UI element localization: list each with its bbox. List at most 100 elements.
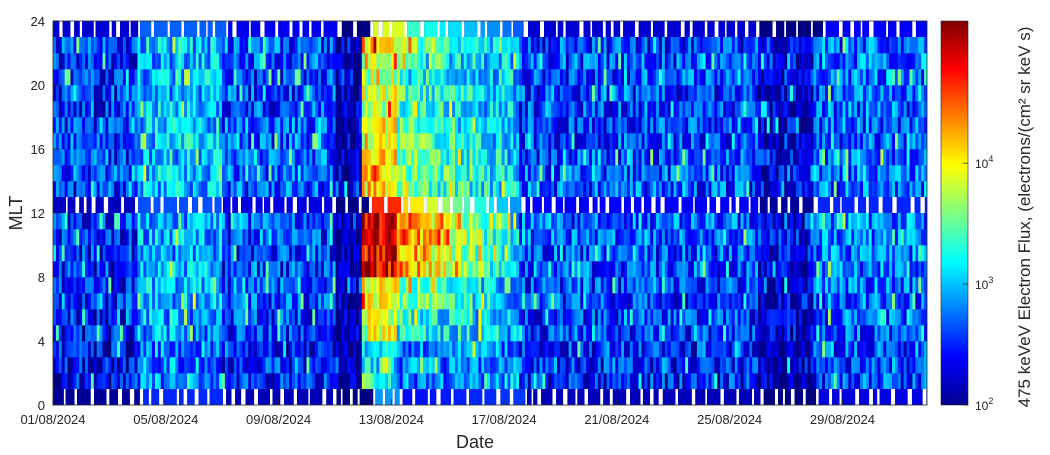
heatmap-cell (609, 101, 613, 118)
heatmap-cell (661, 37, 666, 54)
heatmap-cell (376, 117, 380, 134)
heatmap-cell (414, 293, 418, 310)
heatmap-cell (583, 133, 587, 150)
heatmap-cell (265, 117, 269, 134)
heatmap-cell (70, 229, 74, 246)
heatmap-cell (291, 309, 296, 326)
heatmap-cell (411, 309, 415, 326)
heatmap-cell (379, 213, 383, 230)
heatmap-cell (87, 133, 92, 150)
heatmap-cell (495, 149, 500, 166)
heatmap-cell (425, 69, 430, 86)
heatmap-cell (743, 373, 747, 390)
heatmap-cell (388, 277, 392, 294)
heatmap-cell (169, 277, 173, 294)
heatmap-cell (373, 181, 377, 198)
heatmap-cell (463, 325, 467, 342)
heatmap-cell (329, 213, 333, 230)
heatmap-cell (647, 357, 651, 374)
heatmap-cell (390, 325, 395, 342)
heatmap-cell (408, 373, 412, 390)
heatmap-cell (574, 293, 578, 310)
heatmap-cell (248, 133, 252, 150)
heatmap-cell (661, 357, 666, 374)
heatmap-cell (248, 37, 252, 54)
heatmap-cell (524, 213, 529, 230)
heatmap-cell (271, 149, 275, 166)
heatmap-cell (472, 261, 476, 278)
heatmap-cell (219, 357, 223, 374)
heatmap-cell (527, 357, 532, 374)
heatmap-cell (740, 293, 744, 310)
heatmap-cell (280, 309, 284, 326)
heatmap-cell (524, 101, 529, 118)
heatmap-cell (702, 165, 706, 182)
heatmap-cell (184, 357, 188, 374)
heatmap-cell (705, 261, 709, 278)
heatmap-cell (303, 181, 307, 198)
heatmap-cell (519, 277, 523, 294)
heatmap-cell (708, 261, 712, 278)
heatmap-cell (626, 309, 631, 326)
heatmap-cell (478, 165, 482, 182)
heatmap-cell (422, 149, 427, 166)
heatmap-cell (268, 85, 272, 102)
heatmap-cell (635, 69, 639, 86)
heatmap-cell (344, 277, 348, 294)
heatmap-cell (469, 293, 473, 310)
heatmap-cell (589, 133, 593, 150)
heatmap-cell (632, 101, 636, 118)
heatmap-cell (475, 181, 479, 198)
heatmap-cell (245, 357, 249, 374)
heatmap-cell (160, 261, 164, 278)
heatmap-cell (326, 37, 331, 54)
heatmap-cell (312, 341, 316, 358)
heatmap-cell (723, 53, 727, 70)
heatmap-cell (373, 149, 377, 166)
heatmap-cell (425, 373, 430, 390)
heatmap-cell (734, 341, 738, 358)
heatmap-cell (353, 165, 357, 182)
heatmap-cell (216, 165, 220, 182)
heatmap-cell (542, 181, 546, 198)
heatmap-cell (321, 53, 325, 70)
heatmap-cell (390, 53, 395, 70)
heatmap-cell (647, 37, 651, 54)
heatmap-cell (425, 117, 430, 134)
heatmap-cell (239, 133, 243, 150)
heatmap-cell (350, 149, 354, 166)
heatmap-cell (460, 341, 465, 358)
heatmap-cell (99, 85, 103, 102)
heatmap-cell (134, 309, 138, 326)
heatmap-cell (239, 341, 243, 358)
heatmap-cell (676, 117, 680, 134)
heatmap-cell (294, 293, 299, 310)
heatmap-cell (466, 293, 470, 310)
heatmap-cell (329, 261, 333, 278)
heatmap-cell (510, 245, 514, 262)
heatmap-cell (184, 213, 188, 230)
heatmap-cell (460, 53, 465, 70)
heatmap-cell (146, 261, 150, 278)
heatmap-cell (221, 325, 226, 342)
heatmap-cell (545, 357, 549, 374)
heatmap-cell (259, 69, 264, 86)
heatmap-cell (469, 309, 473, 326)
heatmap-cell (300, 69, 304, 86)
heatmap-cell (204, 117, 208, 134)
heatmap-cell (227, 101, 232, 118)
heatmap-cell (128, 245, 132, 262)
heatmap-cell (137, 373, 141, 390)
heatmap-cell (245, 373, 249, 390)
heatmap-cell (262, 85, 266, 102)
heatmap-cell (565, 357, 569, 374)
heatmap-cell (172, 181, 176, 198)
heatmap-cell (283, 357, 287, 374)
heatmap-cell (460, 117, 465, 134)
heatmap-cell (318, 309, 322, 326)
heatmap-cell (283, 245, 287, 262)
heatmap-cell (542, 341, 546, 358)
heatmap-cell (236, 181, 240, 198)
heatmap-cell (213, 101, 217, 118)
heatmap-cell (294, 341, 299, 358)
